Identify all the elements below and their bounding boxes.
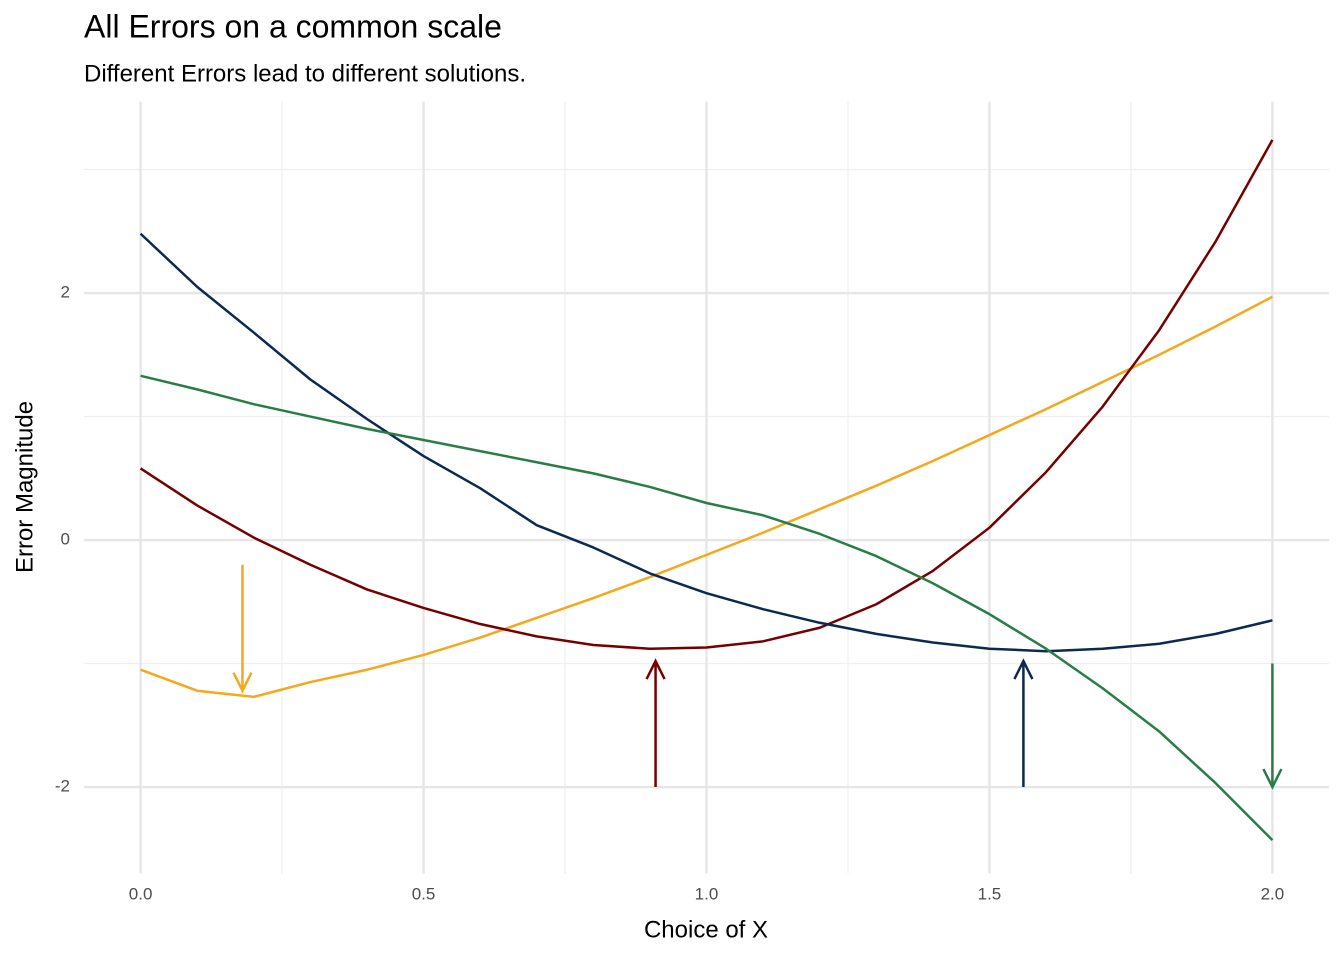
arrow bbox=[1262, 663, 1283, 790]
chart-title: All Errors on a common scale bbox=[84, 8, 502, 44]
x-axis-title: Choice of X bbox=[644, 916, 768, 943]
y-tick-label: 0 bbox=[61, 530, 70, 549]
x-tick-label: 1.0 bbox=[695, 884, 719, 903]
line-series bbox=[140, 295, 1273, 699]
line-series bbox=[139, 232, 1273, 653]
x-tick-label: 1.5 bbox=[978, 884, 1002, 903]
line-series bbox=[140, 374, 1274, 842]
line-series bbox=[139, 139, 1274, 650]
chart-subtitle: Different Errors lead to different solut… bbox=[84, 60, 526, 87]
x-tick-label: 2.0 bbox=[1261, 884, 1285, 903]
arrow bbox=[1013, 658, 1034, 788]
arrow bbox=[232, 564, 253, 694]
y-axis-title: Error Magnitude bbox=[11, 401, 38, 573]
y-tick-label: 2 bbox=[61, 283, 70, 302]
arrow bbox=[645, 658, 666, 788]
x-tick-label: 0.0 bbox=[129, 884, 153, 903]
x-tick-label: 0.5 bbox=[412, 884, 436, 903]
y-tick-label: -2 bbox=[55, 777, 70, 796]
